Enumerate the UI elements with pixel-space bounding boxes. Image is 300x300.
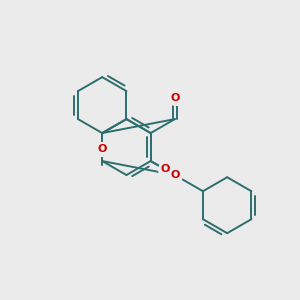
Text: O: O [98,144,107,154]
Text: O: O [160,164,169,174]
Text: O: O [170,93,180,103]
Text: O: O [170,170,180,180]
